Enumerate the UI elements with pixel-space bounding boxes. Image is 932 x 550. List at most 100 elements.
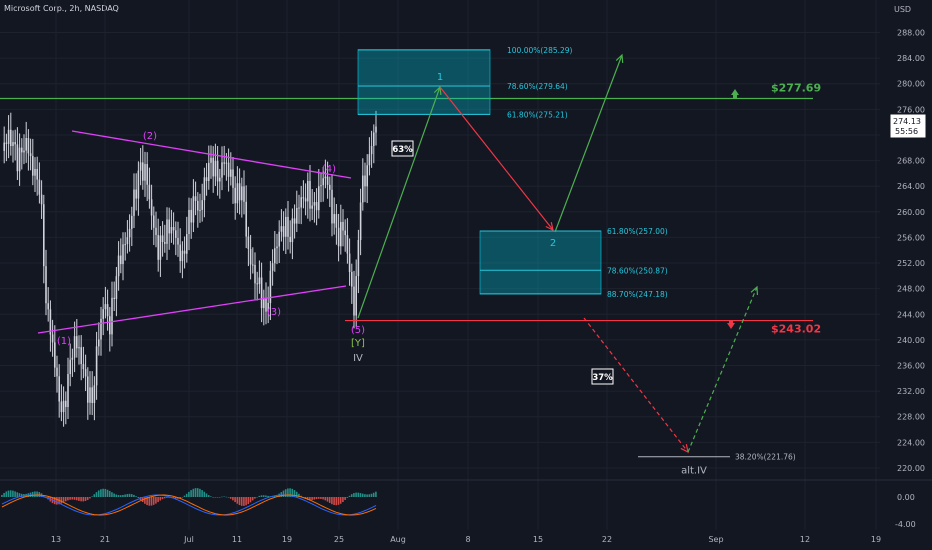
candle-body [60,401,63,413]
candle-body [287,216,289,237]
price-tick-label: 244.00 [897,310,925,319]
candle-body [93,385,96,403]
macd-bar [108,490,111,497]
candle-body [124,244,126,246]
candle-body [188,209,190,235]
macd-line [1,494,377,516]
macd-bar [309,497,311,501]
price-tick-label: 220.00 [897,464,925,473]
candle-body [296,207,298,224]
price-tick-label: 264.00 [897,182,925,191]
candle-body [40,194,43,205]
candle-body [205,177,208,181]
candle-body [298,207,300,209]
candle-body [175,230,177,238]
macd-bar [137,497,140,498]
macd-bar [238,497,241,506]
macd-bar [124,494,126,497]
candle-body [238,183,241,201]
time-tick-label: 8 [465,535,470,544]
projection-up-3 [554,54,623,233]
candle-body [362,175,364,203]
candle-body [249,249,252,265]
candle-body [168,219,170,234]
candle-body [49,309,52,335]
candle-body [84,369,87,377]
candle-body [67,374,69,408]
macd-bar [335,497,338,506]
macd-bar [350,494,353,497]
macd-bar [159,497,162,501]
candle-body [245,201,247,237]
candle-body [142,162,144,181]
candle-body [32,156,34,176]
candle-body [252,264,254,266]
macd-bar [117,495,120,497]
triangle-lower-line [37,285,347,334]
triangle-upper-line [71,130,352,179]
candle-body [120,255,122,265]
candle-body [122,244,124,265]
candle-body [214,160,217,177]
macd-bar [331,497,333,505]
candle-body [153,215,155,228]
wave-label-alt-iv: alt.IV [681,466,707,477]
candle-body [221,162,223,178]
macd-bar [18,493,21,497]
macd-bar [166,497,168,498]
macd-bar [67,497,69,501]
macd-bar [207,495,210,497]
macd-bar [102,488,104,497]
macd-bar [73,497,76,500]
candle-body [51,334,54,343]
candle-body [265,298,267,312]
macd-bar [56,497,58,505]
macd-bar [320,497,322,499]
candle-body [311,205,313,209]
wave-label-5: (5) [351,325,365,336]
macd-bar [31,491,34,497]
indicator-tick-label: 0.00 [897,493,915,502]
wave-label-3: (3) [267,307,281,318]
candle-body [5,142,8,144]
candle-body [190,209,192,223]
candle-body [276,246,278,249]
candle-body [293,218,296,224]
candle-body [260,277,263,309]
macd-bar [148,497,151,506]
macd-bar [14,491,16,497]
macd-bar [3,492,5,497]
macd-bar [7,490,10,497]
macd-bar [84,497,87,501]
macd-bar [324,497,327,501]
fib-level-label: 78.60%(279.64) [507,82,568,91]
macd-bar [119,495,122,497]
macd-bar [245,497,247,506]
candle-body [318,186,320,211]
macd-bar [260,495,263,497]
candle-body [199,209,201,211]
price-tick-label: 280.00 [897,80,925,89]
arrow-up-icon [731,89,739,98]
macd-bar [135,496,137,497]
macd-bar [196,488,199,497]
candle-body [225,162,228,164]
macd-bar [155,497,157,504]
alt-level-label: 38.20%(221.76) [735,453,796,462]
time-tick-label: 13 [51,535,61,544]
macd-bar [42,495,45,497]
macd-bar [161,497,164,500]
candle-body [131,215,133,229]
macd-bar [75,497,78,501]
candle-body [21,147,23,153]
candle-body [69,359,71,375]
macd-bar [348,495,351,497]
signal-line [1,494,377,516]
time-tick-label: 22 [602,535,612,544]
candle-body [342,221,344,231]
macd-bar [284,489,287,497]
fib-level-label: 88.70%(247.18) [607,290,668,299]
macd-bar [106,489,109,497]
candle-body [146,164,148,185]
